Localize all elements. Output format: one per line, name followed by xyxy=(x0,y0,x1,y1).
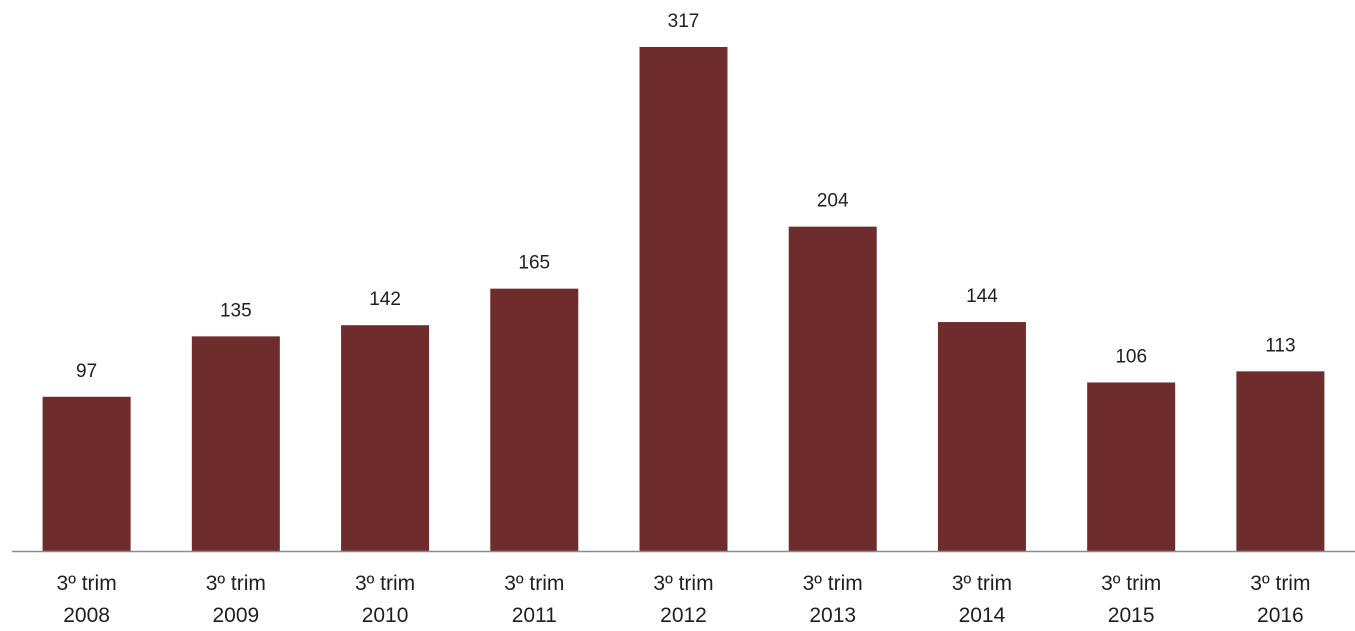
x-tick-line-quarter: 3º trim xyxy=(504,572,564,595)
x-tick-line-year: 2013 xyxy=(809,604,856,627)
x-tick-label-2014: 3º trim 2014 xyxy=(952,572,1012,627)
value-label-2016: 113 xyxy=(1265,335,1295,356)
x-tick-line-year: 2016 xyxy=(1257,604,1304,627)
value-label-2014: 144 xyxy=(966,286,998,307)
x-tick-line-year: 2014 xyxy=(959,604,1006,627)
x-tick-label-2015: 3º trim 2015 xyxy=(1101,572,1161,627)
x-tick-line-quarter: 3º trim xyxy=(57,572,117,595)
bars-group xyxy=(42,47,1325,551)
bar-2011 xyxy=(490,288,579,551)
x-tick-label-2012: 3º trim 2012 xyxy=(653,572,713,627)
bar-2008 xyxy=(42,396,131,551)
x-tick-label-2011: 3º trim 2011 xyxy=(504,572,564,627)
x-tick-line-quarter: 3º trim xyxy=(1250,572,1310,595)
x-tick-label-2010: 3º trim 2010 xyxy=(355,572,415,627)
x-tick-line-quarter: 3º trim xyxy=(653,572,713,595)
bar-2016 xyxy=(1236,371,1325,551)
value-label-2015: 106 xyxy=(1115,346,1147,367)
bar-2012 xyxy=(639,47,728,551)
x-tick-line-year: 2008 xyxy=(63,604,110,627)
value-label-2009: 135 xyxy=(220,300,252,321)
value-label-2012: 317 xyxy=(668,11,700,32)
value-label-2011: 165 xyxy=(518,253,550,274)
x-tick-label-2013: 3º trim 2013 xyxy=(803,572,863,627)
x-tick-label-2008: 3º trim 2008 xyxy=(57,572,117,627)
x-tick-line-year: 2015 xyxy=(1108,604,1155,627)
bar-2014 xyxy=(937,322,1026,551)
x-tick-line-year: 2011 xyxy=(512,604,557,627)
x-tick-label-2016: 3º trim 2016 xyxy=(1250,572,1310,627)
x-tick-line-year: 2009 xyxy=(212,604,259,627)
x-tick-line-quarter: 3º trim xyxy=(355,572,415,595)
value-label-2010: 142 xyxy=(369,289,401,310)
value-labels-group: 97 135 142 165 317 204 144 106 113 xyxy=(76,11,1295,382)
value-label-2013: 204 xyxy=(817,191,849,212)
x-tick-line-year: 2012 xyxy=(660,604,707,627)
bar-2010 xyxy=(341,325,430,551)
bar-2015 xyxy=(1087,382,1176,551)
x-tick-line-quarter: 3º trim xyxy=(952,572,1012,595)
bar-2013 xyxy=(788,226,877,551)
bar-2009 xyxy=(191,336,280,551)
x-tick-line-year: 2010 xyxy=(362,604,409,627)
x-tick-line-quarter: 3º trim xyxy=(206,572,266,595)
x-tick-label-2009: 3º trim 2009 xyxy=(206,572,266,627)
x-tick-line-quarter: 3º trim xyxy=(803,572,863,595)
value-label-2008: 97 xyxy=(76,361,97,382)
x-tick-line-quarter: 3º trim xyxy=(1101,572,1161,595)
